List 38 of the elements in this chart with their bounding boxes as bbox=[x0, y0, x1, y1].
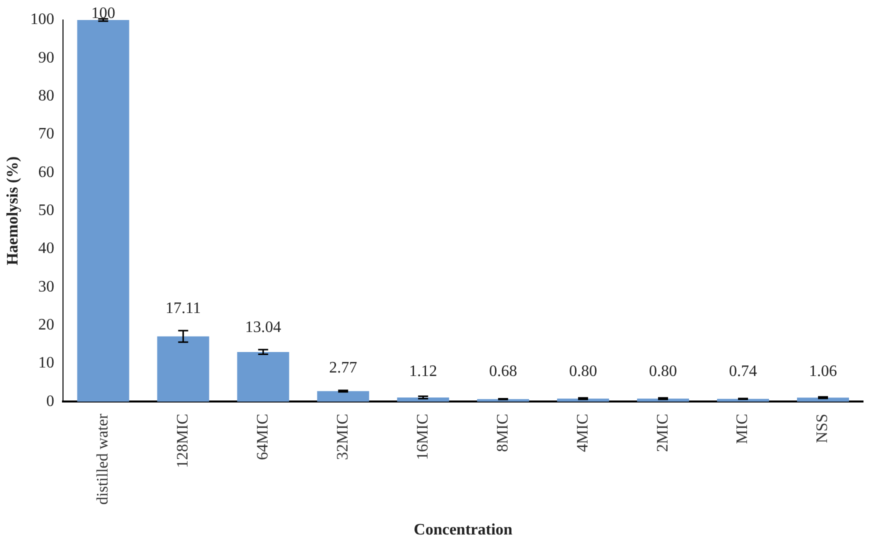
x-tick-label: 4MIC bbox=[574, 414, 592, 452]
data-label: 2.77 bbox=[329, 360, 358, 377]
y-tick-label: 100 bbox=[30, 11, 54, 28]
data-label: 0.80 bbox=[569, 362, 598, 380]
y-tick-label: 30 bbox=[38, 278, 54, 296]
x-tick-label: 128MIC bbox=[174, 414, 192, 468]
x-tick-label: 32MIC bbox=[334, 414, 352, 460]
data-label: 0.74 bbox=[729, 362, 758, 380]
y-tick-label: 60 bbox=[38, 164, 54, 181]
y-tick-label: 80 bbox=[38, 88, 54, 105]
x-tick-label: distilled water bbox=[94, 413, 112, 505]
y-tick-label: 0 bbox=[46, 392, 54, 410]
y-tick-label: 10 bbox=[38, 354, 54, 372]
data-label: 100 bbox=[91, 5, 116, 22]
x-axis-title: Concentration bbox=[414, 522, 513, 539]
y-tick-label: 50 bbox=[38, 202, 54, 220]
y-tick-label: 70 bbox=[38, 126, 54, 143]
bar bbox=[77, 20, 130, 402]
x-tick-label: 16MIC bbox=[414, 414, 432, 460]
y-tick-label: 20 bbox=[38, 316, 54, 334]
x-tick-label: MIC bbox=[734, 414, 752, 444]
x-tick-label: 8MIC bbox=[494, 414, 512, 452]
bar bbox=[797, 398, 850, 402]
y-tick-label: 90 bbox=[38, 49, 54, 66]
data-label: 0.80 bbox=[649, 362, 678, 380]
data-label: 13.04 bbox=[245, 318, 282, 336]
bar bbox=[157, 336, 210, 402]
x-tick-label: NSS bbox=[814, 414, 832, 444]
y-axis-title: Haemolysis (%) bbox=[4, 156, 22, 266]
data-label: 17.11 bbox=[165, 300, 201, 317]
x-tick-label: 64MIC bbox=[254, 414, 272, 460]
y-tick-label: 40 bbox=[38, 240, 54, 258]
bar bbox=[317, 391, 370, 402]
data-label: 1.06 bbox=[809, 362, 838, 380]
x-tick-label: 2MIC bbox=[654, 414, 672, 452]
bar bbox=[237, 352, 290, 402]
data-label: 0.68 bbox=[489, 362, 518, 380]
data-label: 1.12 bbox=[409, 362, 438, 380]
